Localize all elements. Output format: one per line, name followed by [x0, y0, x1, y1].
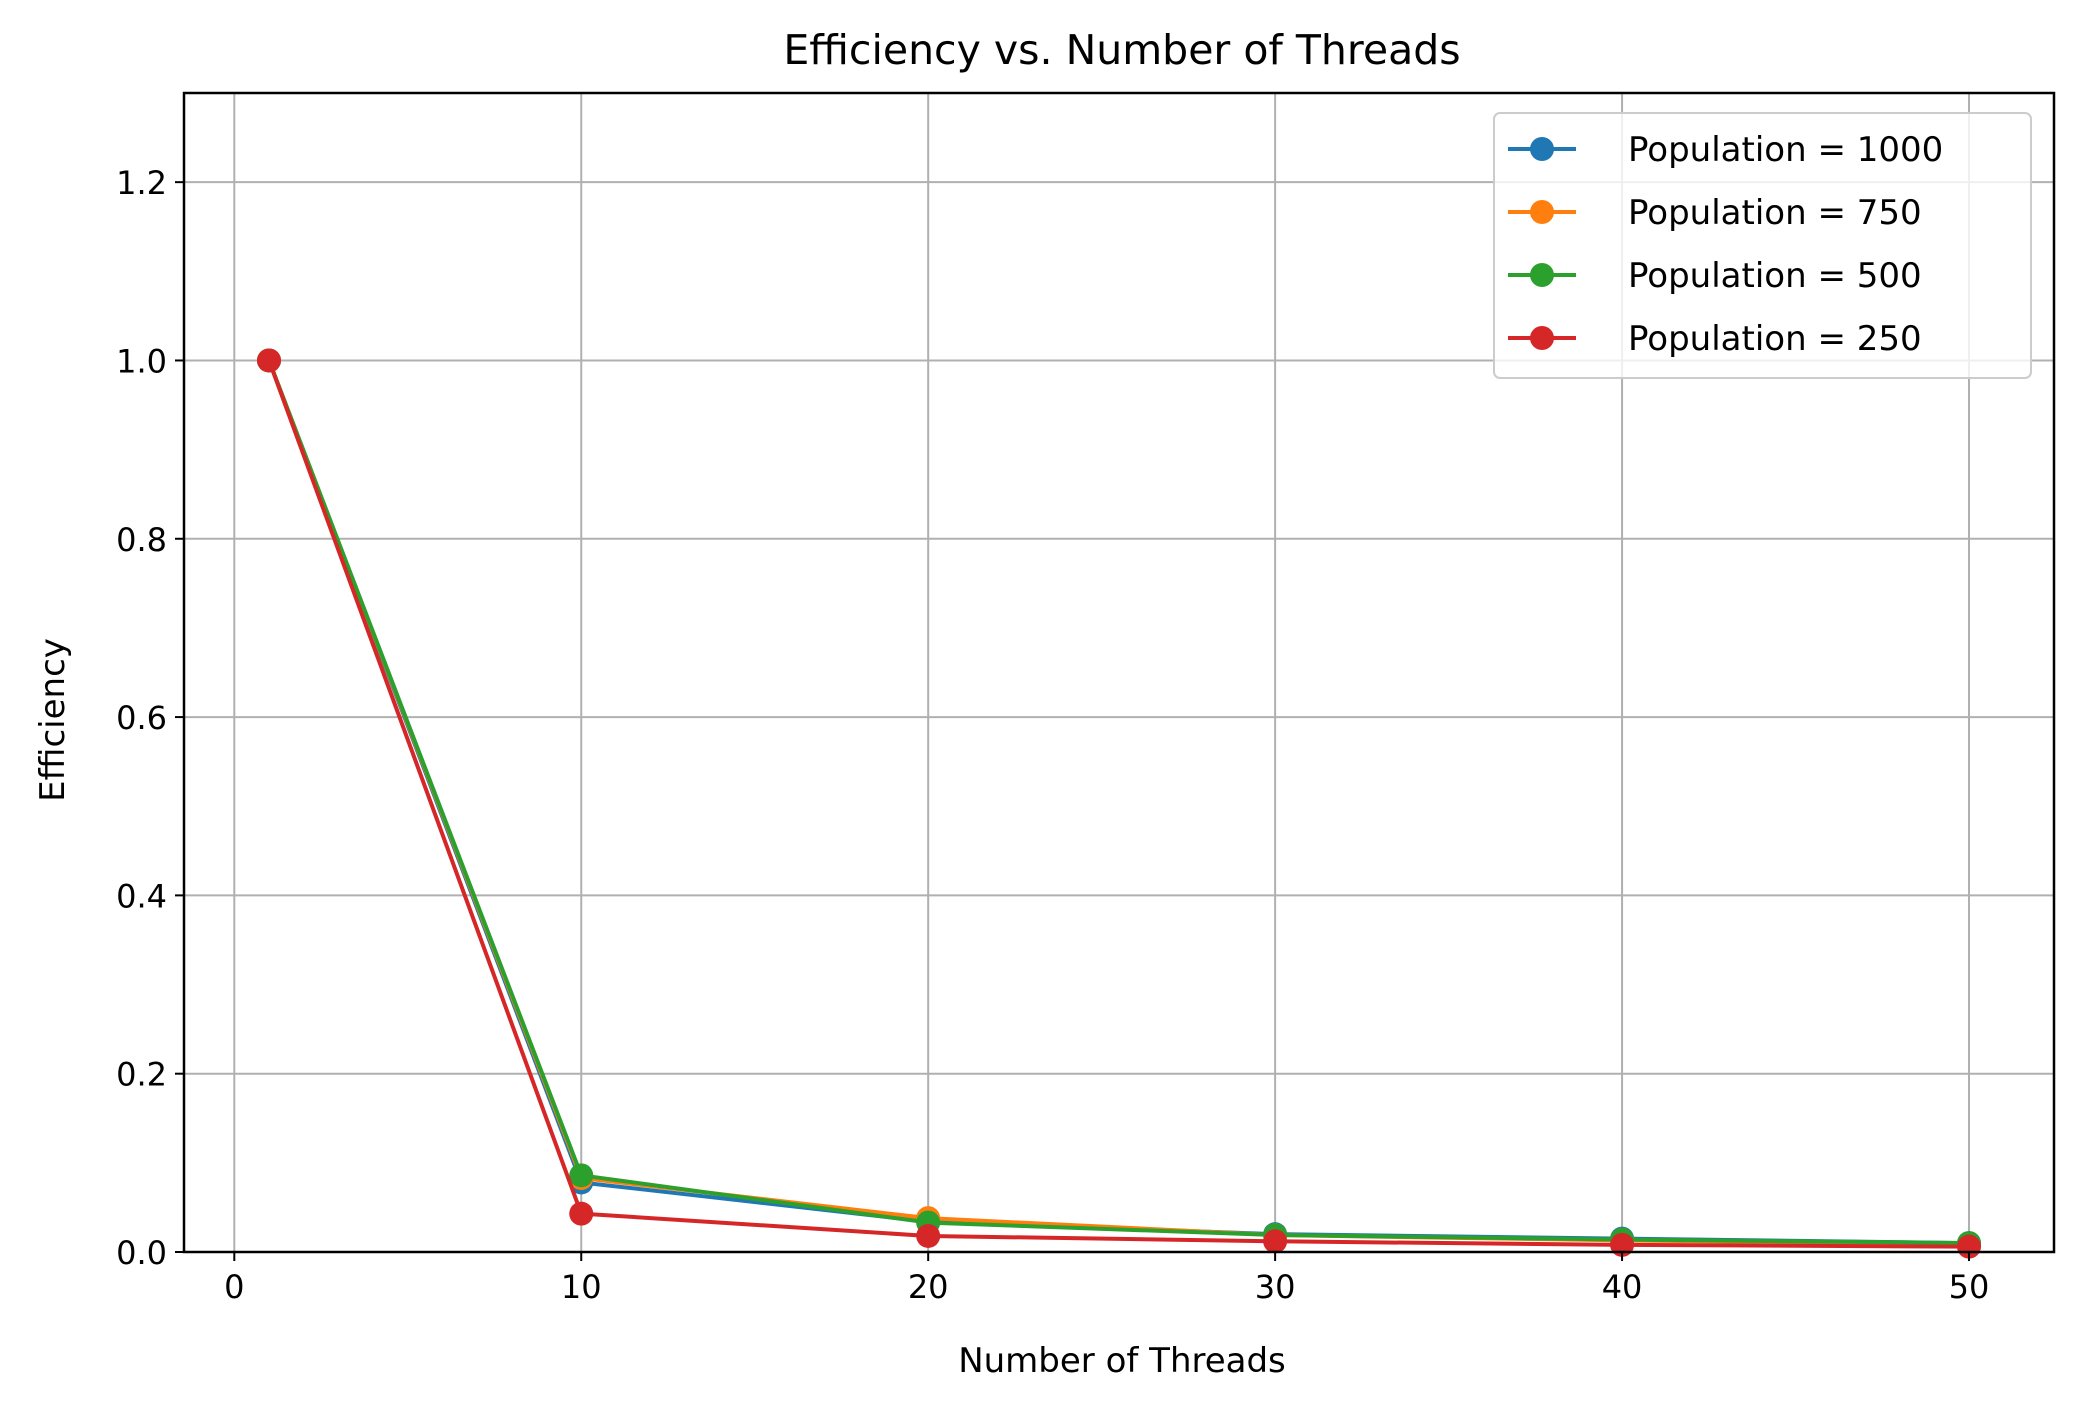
series-line	[267, 359, 1970, 1249]
y-tick-label: 0.2	[116, 1056, 167, 1094]
legend-box	[1493, 112, 2032, 379]
y-tick-label: 1.0	[116, 342, 167, 380]
legend-label: Population = 500	[1628, 256, 1922, 296]
y-tick-label: 1.2	[116, 164, 167, 202]
y-axis-label: Efficiency	[33, 638, 73, 802]
series-group	[257, 348, 1981, 1259]
legend-label: Population = 1000	[1628, 130, 1943, 170]
legend-marker	[1530, 200, 1554, 224]
data-point	[916, 1223, 941, 1248]
y-tick-label: 0.0	[116, 1234, 167, 1272]
x-tick-label: 50	[1949, 1268, 1990, 1306]
x-tick-label: 0	[224, 1268, 244, 1306]
legend-label: Population = 750	[1628, 193, 1922, 233]
plot-frame	[182, 91, 2056, 1254]
y-tick-label: 0.4	[116, 877, 167, 915]
x-axis-label: Number of Threads	[958, 1341, 1286, 1381]
chart-title: Efficiency vs. Number of Threads	[783, 26, 1460, 74]
axis-ticks: 0 10 20 30 40 50 0.0 0.2 0.4 0.6 0.8 1.0 1.2	[116, 164, 1989, 1306]
legend-label: Population = 250	[1628, 319, 1922, 359]
x-tick-label: 10	[561, 1268, 602, 1306]
legend-marker	[1530, 326, 1554, 350]
data-point	[1263, 1229, 1288, 1254]
y-tick-label: 0.6	[116, 699, 167, 737]
y-tick-label: 0.8	[116, 521, 167, 559]
data-point	[569, 1201, 594, 1226]
data-point	[569, 1163, 594, 1188]
x-tick-label: 30	[1255, 1268, 1296, 1306]
data-point	[257, 348, 281, 373]
legend-marker	[1530, 137, 1554, 161]
legend-marker	[1530, 263, 1554, 287]
series-line	[267, 359, 1970, 1246]
x-tick-label: 20	[908, 1268, 949, 1306]
legend: Population = 1000 Population = 750 Populat…	[1493, 112, 2032, 379]
x-tick-label: 40	[1602, 1268, 1643, 1306]
